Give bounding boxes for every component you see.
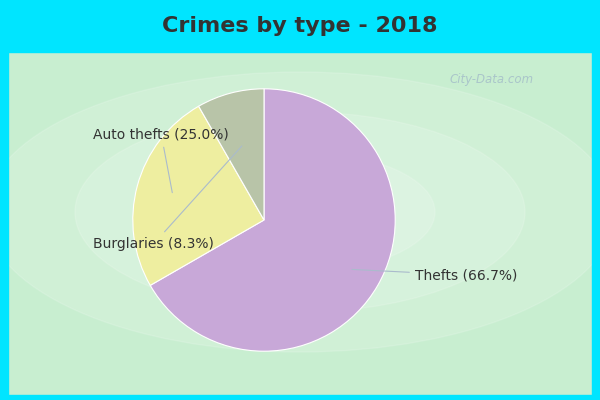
Text: Crimes by type - 2018: Crimes by type - 2018 <box>162 16 438 36</box>
Wedge shape <box>150 89 395 351</box>
Bar <box>0 0 600 52</box>
Ellipse shape <box>165 152 435 272</box>
Wedge shape <box>199 89 264 220</box>
Text: Auto thefts (25.0%): Auto thefts (25.0%) <box>94 128 229 193</box>
Bar <box>0 52 8 400</box>
Bar <box>8 52 592 395</box>
Bar <box>592 52 600 400</box>
Ellipse shape <box>75 112 525 312</box>
Bar <box>0 395 600 400</box>
Ellipse shape <box>0 72 600 352</box>
Text: Thefts (66.7%): Thefts (66.7%) <box>352 268 517 282</box>
Text: City-Data.com: City-Data.com <box>450 74 534 86</box>
Text: Burglaries (8.3%): Burglaries (8.3%) <box>94 146 242 251</box>
Wedge shape <box>133 106 264 285</box>
